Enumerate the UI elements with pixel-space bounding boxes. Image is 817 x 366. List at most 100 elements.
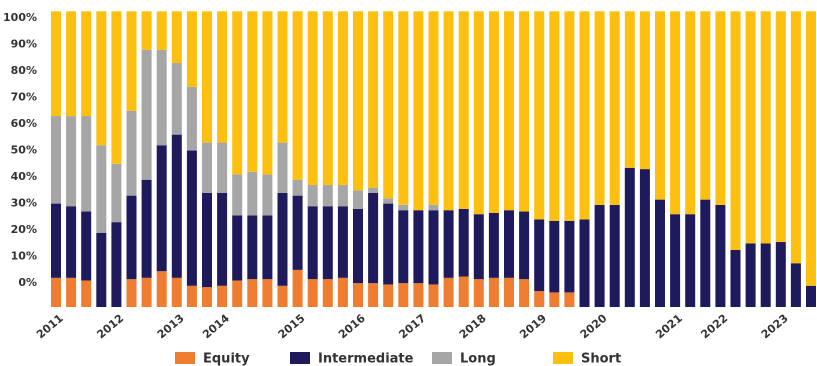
bar-segment: [760, 11, 771, 244]
bar-segment: [186, 86, 197, 151]
bar-segment: [247, 11, 258, 172]
bar-segment: [217, 192, 228, 286]
bar-segment: [594, 11, 605, 205]
bar-segment: [51, 116, 61, 204]
bar-segment: [66, 206, 77, 278]
y-tick-label: 80%: [11, 64, 37, 77]
bar-segment: [96, 232, 107, 307]
x-tick-label: 2022: [698, 312, 730, 342]
bar-segment: [730, 11, 741, 250]
bar-segment: [700, 199, 711, 307]
bar-segment: [564, 220, 575, 293]
bar-segment: [337, 185, 348, 207]
bar-segment: [383, 198, 394, 204]
legend-swatch: [432, 352, 452, 364]
bar-segment: [549, 292, 560, 307]
bar-segment: [186, 285, 197, 307]
bar-segment: [579, 11, 590, 220]
bar-segment: [232, 174, 243, 216]
bar-segment: [141, 277, 152, 307]
bar-segment: [700, 11, 711, 200]
bar-segment: [534, 11, 545, 220]
bar-segment: [368, 283, 379, 307]
bar-segment: [428, 11, 439, 205]
y-tick-label: 40%: [11, 170, 37, 183]
bar-segment: [156, 145, 167, 272]
bar-segment: [685, 214, 696, 307]
bar-segment: [217, 285, 228, 307]
bar-segment: [368, 192, 379, 284]
bar-segment: [519, 279, 530, 307]
bar-segment: [519, 11, 530, 212]
bar-segment: [156, 49, 167, 146]
x-tick-label: 2014: [200, 311, 232, 341]
bar-segment: [488, 277, 499, 307]
bar-segment: [549, 220, 560, 293]
y-tick-label: 100%: [3, 11, 37, 24]
bar-segment: [730, 249, 741, 307]
bar-segment: [247, 215, 258, 280]
bar-segment: [745, 11, 756, 244]
bar-segment: [126, 279, 137, 307]
bar-segment: [66, 116, 77, 207]
bar-segment: [745, 243, 756, 307]
bar-segment: [413, 11, 424, 211]
legend-label: Equity: [203, 352, 250, 366]
bar-segment: [383, 11, 394, 199]
bar-segment: [715, 11, 726, 205]
bar-segment: [458, 276, 469, 307]
bar-segment: [96, 11, 107, 146]
bar-segment: [353, 208, 363, 284]
bar-segment: [307, 279, 318, 307]
bar-segment: [277, 285, 288, 307]
bar-segment: [609, 11, 620, 205]
bar-segment: [322, 185, 333, 207]
bar-segment: [186, 150, 197, 286]
bar-segment: [126, 11, 137, 111]
bar-segment: [760, 243, 771, 307]
y-tick-label: 0%: [18, 276, 37, 289]
bar-segment: [337, 11, 348, 186]
bar-segment: [171, 134, 182, 278]
x-tick-label: 2018: [457, 312, 489, 342]
bar-segment: [413, 210, 424, 284]
bar-segment: [126, 110, 137, 196]
bar-segment: [715, 204, 726, 307]
bar-segment: [655, 199, 665, 307]
bar-segment: [277, 11, 288, 143]
bar-segment: [398, 283, 409, 307]
bar-segment: [307, 185, 318, 207]
bar-segment: [655, 11, 665, 200]
bar-segment: [66, 277, 77, 307]
y-tick-label: 90%: [11, 37, 37, 50]
bar-segment: [488, 11, 499, 213]
bar-segment: [156, 271, 167, 307]
bar-segment: [51, 11, 61, 117]
bar-segment: [368, 11, 379, 188]
legend-swatch: [553, 352, 573, 364]
bar-segment: [428, 204, 439, 211]
bar-segment: [247, 171, 258, 216]
legend-label: Short: [581, 352, 621, 366]
bar-segment: [775, 242, 786, 307]
bar-segment: [398, 210, 409, 284]
bar-segment: [202, 287, 212, 307]
bar-segment: [232, 215, 243, 281]
bar-segment: [473, 11, 484, 215]
bar-segment: [307, 206, 318, 280]
x-tick-label: 2019: [517, 312, 549, 342]
x-tick-label: 2015: [276, 312, 308, 342]
bar-segment: [337, 206, 348, 278]
bar-segment: [307, 11, 318, 186]
bar-segment: [353, 190, 363, 209]
x-tick-label: 2013: [155, 312, 187, 342]
bar-segment: [81, 280, 92, 307]
bar-segment: [428, 210, 439, 285]
y-tick-label: 10%: [11, 250, 37, 263]
bar-segment: [775, 11, 786, 243]
bar-segment: [217, 142, 228, 193]
bar-segment: [337, 277, 348, 307]
bar-segment: [66, 11, 77, 117]
bar-segment: [353, 283, 363, 307]
